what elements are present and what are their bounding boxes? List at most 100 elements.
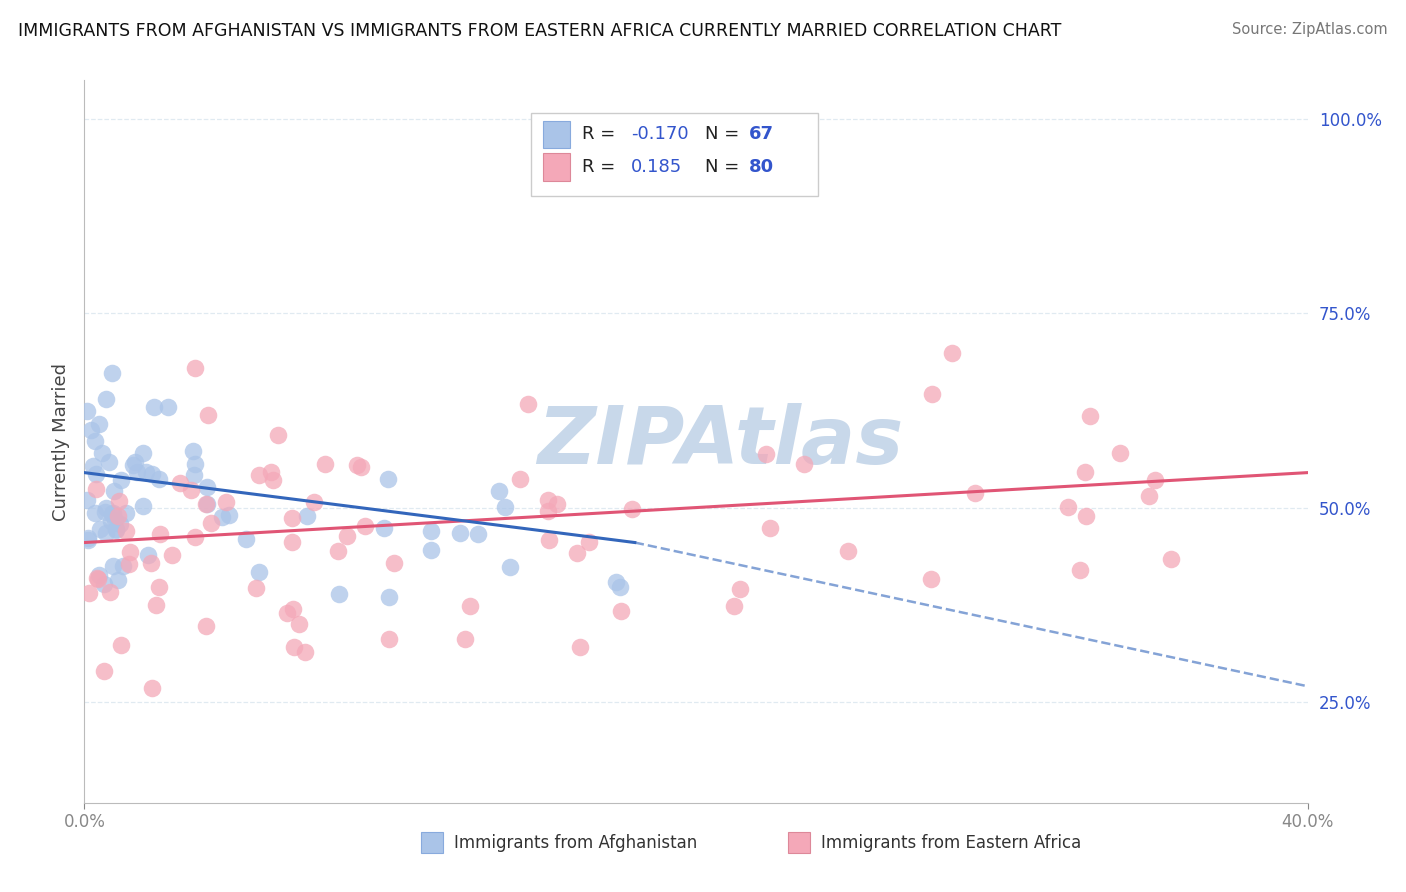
Point	[1078, 409, 1101, 423]
Point	[921, 387, 943, 401]
Point	[488, 483, 510, 498]
Point	[419, 542, 441, 557]
Point	[378, 590, 401, 604]
Point	[494, 500, 516, 515]
Point	[283, 602, 305, 616]
Point	[77, 531, 100, 545]
Point	[110, 638, 132, 652]
Point	[245, 581, 267, 595]
Point	[89, 522, 111, 536]
Point	[200, 516, 222, 531]
Point	[183, 467, 205, 482]
Point	[142, 400, 165, 414]
Point	[101, 506, 124, 520]
Point	[499, 560, 522, 574]
Point	[141, 556, 163, 570]
Point	[759, 520, 782, 534]
Text: 0.185: 0.185	[631, 158, 682, 176]
Point	[302, 495, 325, 509]
Point	[110, 474, 132, 488]
Point	[145, 598, 167, 612]
Point	[79, 585, 101, 599]
Point	[1074, 509, 1097, 524]
Point	[169, 475, 191, 490]
Point	[94, 505, 117, 519]
Point	[568, 640, 591, 655]
Point	[377, 472, 399, 486]
Point	[118, 545, 141, 559]
Point	[538, 533, 561, 547]
Point	[467, 526, 489, 541]
Text: N =: N =	[704, 158, 745, 176]
Point	[195, 497, 218, 511]
Text: -0.170: -0.170	[631, 126, 689, 144]
Point	[93, 577, 115, 591]
Text: R =: R =	[582, 126, 621, 144]
Point	[96, 392, 118, 407]
Point	[211, 510, 233, 524]
Point	[76, 533, 98, 547]
Point	[218, 508, 240, 522]
Point	[183, 458, 205, 472]
Point	[793, 457, 815, 471]
Point	[101, 507, 124, 521]
Point	[180, 483, 202, 497]
Point	[297, 508, 319, 523]
Point	[420, 524, 443, 538]
Point	[314, 457, 336, 471]
Point	[131, 499, 153, 513]
Point	[87, 568, 110, 582]
Point	[214, 495, 236, 509]
Point	[107, 509, 129, 524]
Point	[610, 604, 633, 618]
Point	[723, 599, 745, 613]
Point	[141, 681, 163, 695]
Point	[86, 467, 108, 481]
Text: ZIPAtlas: ZIPAtlas	[537, 402, 904, 481]
Point	[90, 446, 112, 460]
Point	[94, 525, 117, 540]
Point	[149, 526, 172, 541]
Point	[100, 514, 122, 528]
Point	[262, 473, 284, 487]
Point	[276, 606, 298, 620]
Point	[1160, 552, 1182, 566]
Text: Source: ZipAtlas.com: Source: ZipAtlas.com	[1232, 22, 1388, 37]
Point	[136, 548, 159, 562]
Point	[755, 447, 778, 461]
Point	[605, 574, 627, 589]
Point	[326, 543, 349, 558]
Point	[108, 516, 131, 531]
Text: N =: N =	[704, 126, 745, 144]
Point	[281, 511, 304, 525]
Point	[125, 465, 148, 479]
Point	[373, 521, 395, 535]
Y-axis label: Currently Married: Currently Married	[52, 362, 70, 521]
Point	[449, 526, 471, 541]
Point	[103, 558, 125, 573]
Point	[382, 556, 405, 570]
Point	[162, 548, 184, 562]
Point	[84, 434, 107, 448]
Point	[112, 559, 135, 574]
Text: R =: R =	[582, 158, 621, 176]
Point	[288, 616, 311, 631]
FancyBboxPatch shape	[543, 120, 569, 148]
Point	[183, 361, 205, 376]
Point	[283, 640, 305, 655]
Point	[184, 530, 207, 544]
Point	[115, 506, 138, 520]
Point	[105, 522, 128, 536]
Point	[235, 532, 257, 546]
Text: IMMIGRANTS FROM AFGHANISTAN VS IMMIGRANTS FROM EASTERN AFRICA CURRENTLY MARRIED : IMMIGRANTS FROM AFGHANISTAN VS IMMIGRANT…	[18, 22, 1062, 40]
Point	[132, 446, 155, 460]
Point	[1108, 446, 1130, 460]
Point	[267, 428, 290, 442]
Point	[546, 497, 568, 511]
Point	[104, 513, 127, 527]
Point	[115, 524, 138, 538]
Point	[536, 504, 558, 518]
Point	[148, 580, 170, 594]
Point	[294, 645, 316, 659]
Point	[728, 582, 751, 596]
